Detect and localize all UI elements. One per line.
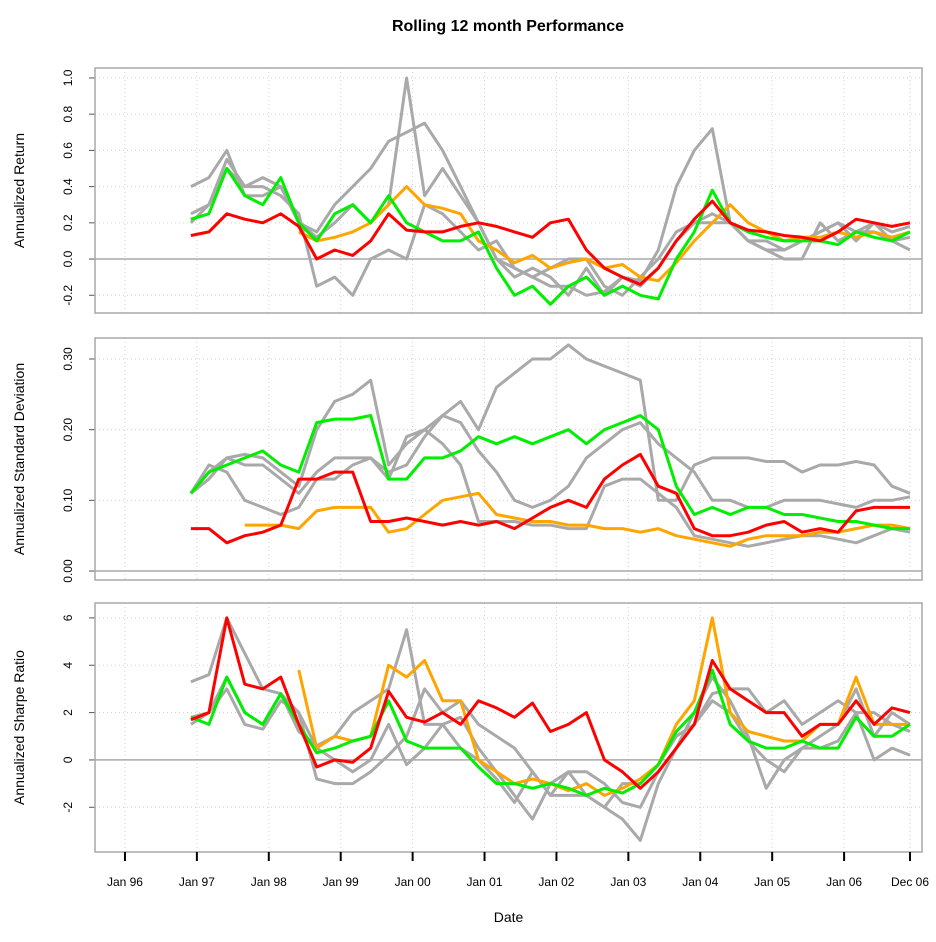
x-tick-label: Jan 96 (107, 875, 143, 889)
series-line (189, 414, 911, 509)
series-line (190, 76, 911, 297)
series-line (189, 414, 910, 531)
x-tick-label: Jan 00 (395, 875, 431, 889)
series-line (190, 616, 911, 790)
x-tick-label: Jan 03 (610, 875, 646, 889)
y-tick-label: 0.20 (61, 418, 75, 442)
series-line (189, 428, 911, 548)
series-line (244, 491, 911, 548)
series-line (297, 616, 910, 797)
y-tick-label: -0.2 (61, 285, 75, 306)
chart-title: Rolling 12 month Performance (392, 18, 624, 35)
series-line (190, 167, 911, 306)
x-tick-label: Jan 04 (682, 875, 718, 889)
y-tick-label: 0.30 (61, 347, 75, 371)
y-tick-label: 0.00 (61, 559, 75, 583)
x-tick-label: Dec 06 (891, 875, 929, 889)
y-tick-label: 0.8 (61, 106, 75, 123)
y-tick-label: 1.0 (61, 69, 75, 86)
panel-frame (94, 67, 923, 314)
series-line (190, 628, 911, 809)
y-tick-label: 0.10 (61, 488, 75, 512)
y-tick-label: 6 (61, 614, 75, 621)
y-axis-title: Annualized Return (11, 133, 27, 248)
x-tick-label: Jan 02 (538, 875, 574, 889)
y-tick-label: 0 (61, 756, 75, 763)
x-tick-label: Jan 97 (179, 875, 215, 889)
series-line (190, 452, 910, 545)
y-tick-label: 0.6 (61, 142, 75, 159)
x-tick-label: Jan 05 (754, 875, 790, 889)
y-tick-label: 0.2 (61, 214, 75, 231)
series-line (189, 343, 911, 502)
y-axis-title: Annualized Sharpe Ratio (11, 650, 27, 805)
x-tick-label: Jan 01 (467, 875, 503, 889)
x-tick-label: Jan 99 (323, 875, 359, 889)
x-tick-label: Jan 98 (251, 875, 287, 889)
y-tick-label: 0.4 (61, 178, 75, 195)
panel-frame (94, 337, 923, 581)
series-line (190, 668, 911, 797)
series-line (190, 687, 911, 821)
y-tick-label: 2 (61, 709, 75, 716)
x-axis-title: Date (494, 909, 524, 925)
y-tick-label: 0.0 (61, 250, 75, 267)
series-line (190, 199, 911, 286)
y-tick-label: 4 (61, 662, 75, 669)
panel-frame (94, 602, 923, 853)
y-tick-label: -2 (61, 802, 75, 813)
x-tick-label: Jan 06 (826, 875, 862, 889)
y-axis-title: Annualized Standard Deviation (11, 363, 27, 555)
